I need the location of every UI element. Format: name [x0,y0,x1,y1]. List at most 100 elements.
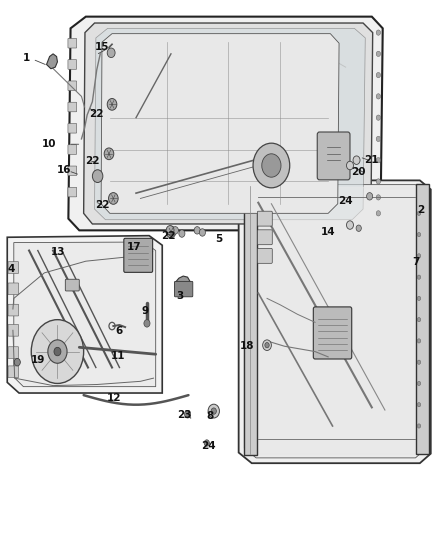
Circle shape [144,320,150,327]
Text: 13: 13 [51,247,66,256]
FancyBboxPatch shape [258,211,272,226]
Circle shape [417,339,421,343]
Polygon shape [175,276,191,294]
Circle shape [263,340,272,351]
Text: 16: 16 [57,165,71,175]
Text: 19: 19 [31,354,45,365]
Circle shape [417,318,421,322]
Text: 8: 8 [207,411,214,422]
Polygon shape [84,23,373,224]
Circle shape [417,402,421,407]
FancyBboxPatch shape [68,60,77,69]
Circle shape [376,72,381,78]
Circle shape [356,225,361,231]
Text: 15: 15 [95,43,109,52]
Polygon shape [101,34,339,213]
Circle shape [107,99,117,110]
Polygon shape [239,180,431,463]
Text: 22: 22 [95,200,109,211]
Text: 17: 17 [127,242,141,252]
Text: 3: 3 [176,291,184,301]
FancyBboxPatch shape [258,230,272,245]
FancyBboxPatch shape [313,307,352,359]
FancyBboxPatch shape [8,283,18,295]
Text: 23: 23 [177,410,191,421]
Circle shape [172,227,178,234]
Text: 2: 2 [417,205,424,215]
FancyBboxPatch shape [8,366,18,377]
Circle shape [179,230,185,237]
Circle shape [262,154,281,177]
FancyBboxPatch shape [258,248,272,263]
Circle shape [417,232,421,237]
Text: 5: 5 [215,235,223,245]
Text: 22: 22 [85,156,99,166]
Circle shape [417,254,421,258]
FancyBboxPatch shape [174,281,193,297]
Circle shape [14,359,20,366]
Circle shape [199,229,205,236]
Text: 18: 18 [240,341,254,351]
Circle shape [104,148,114,160]
Circle shape [417,424,421,428]
Circle shape [417,360,421,365]
Circle shape [204,440,209,446]
Text: 9: 9 [141,305,148,316]
FancyBboxPatch shape [8,262,18,273]
Polygon shape [46,54,57,69]
Circle shape [265,343,269,348]
Circle shape [376,158,381,163]
Circle shape [92,169,103,182]
Circle shape [184,410,191,418]
Circle shape [346,161,353,169]
FancyBboxPatch shape [8,304,18,316]
FancyBboxPatch shape [8,347,18,359]
Circle shape [253,143,290,188]
Polygon shape [68,17,383,230]
Text: 7: 7 [413,257,420,267]
FancyBboxPatch shape [124,238,152,272]
Polygon shape [14,242,155,386]
Text: 20: 20 [351,167,366,177]
Circle shape [417,381,421,385]
Text: 4: 4 [8,264,15,273]
Circle shape [376,30,381,35]
Circle shape [376,94,381,99]
FancyBboxPatch shape [65,279,79,291]
Text: 24: 24 [201,441,215,451]
FancyBboxPatch shape [8,325,18,336]
Circle shape [211,408,216,414]
Circle shape [54,348,61,356]
Circle shape [367,192,373,200]
FancyBboxPatch shape [68,124,77,133]
Text: 1: 1 [23,53,31,62]
Circle shape [107,48,115,58]
FancyBboxPatch shape [68,166,77,175]
Text: 11: 11 [110,351,125,361]
Text: 12: 12 [107,393,121,403]
FancyBboxPatch shape [68,187,77,197]
Circle shape [208,404,219,418]
Circle shape [194,227,200,234]
Polygon shape [244,184,425,458]
FancyBboxPatch shape [417,183,428,454]
FancyBboxPatch shape [68,102,77,112]
Circle shape [376,51,381,56]
Text: 24: 24 [338,196,353,206]
Circle shape [48,340,67,364]
Circle shape [417,275,421,279]
Text: 22: 22 [88,109,103,119]
Circle shape [166,225,174,235]
Circle shape [417,211,421,215]
Circle shape [376,211,381,216]
Polygon shape [7,236,162,393]
FancyBboxPatch shape [68,81,77,91]
Circle shape [376,115,381,120]
Circle shape [376,179,381,184]
Circle shape [31,320,84,383]
Text: 10: 10 [42,139,56,149]
Circle shape [353,156,360,165]
Text: 6: 6 [115,326,122,336]
Circle shape [417,296,421,301]
Text: 22: 22 [162,231,176,241]
